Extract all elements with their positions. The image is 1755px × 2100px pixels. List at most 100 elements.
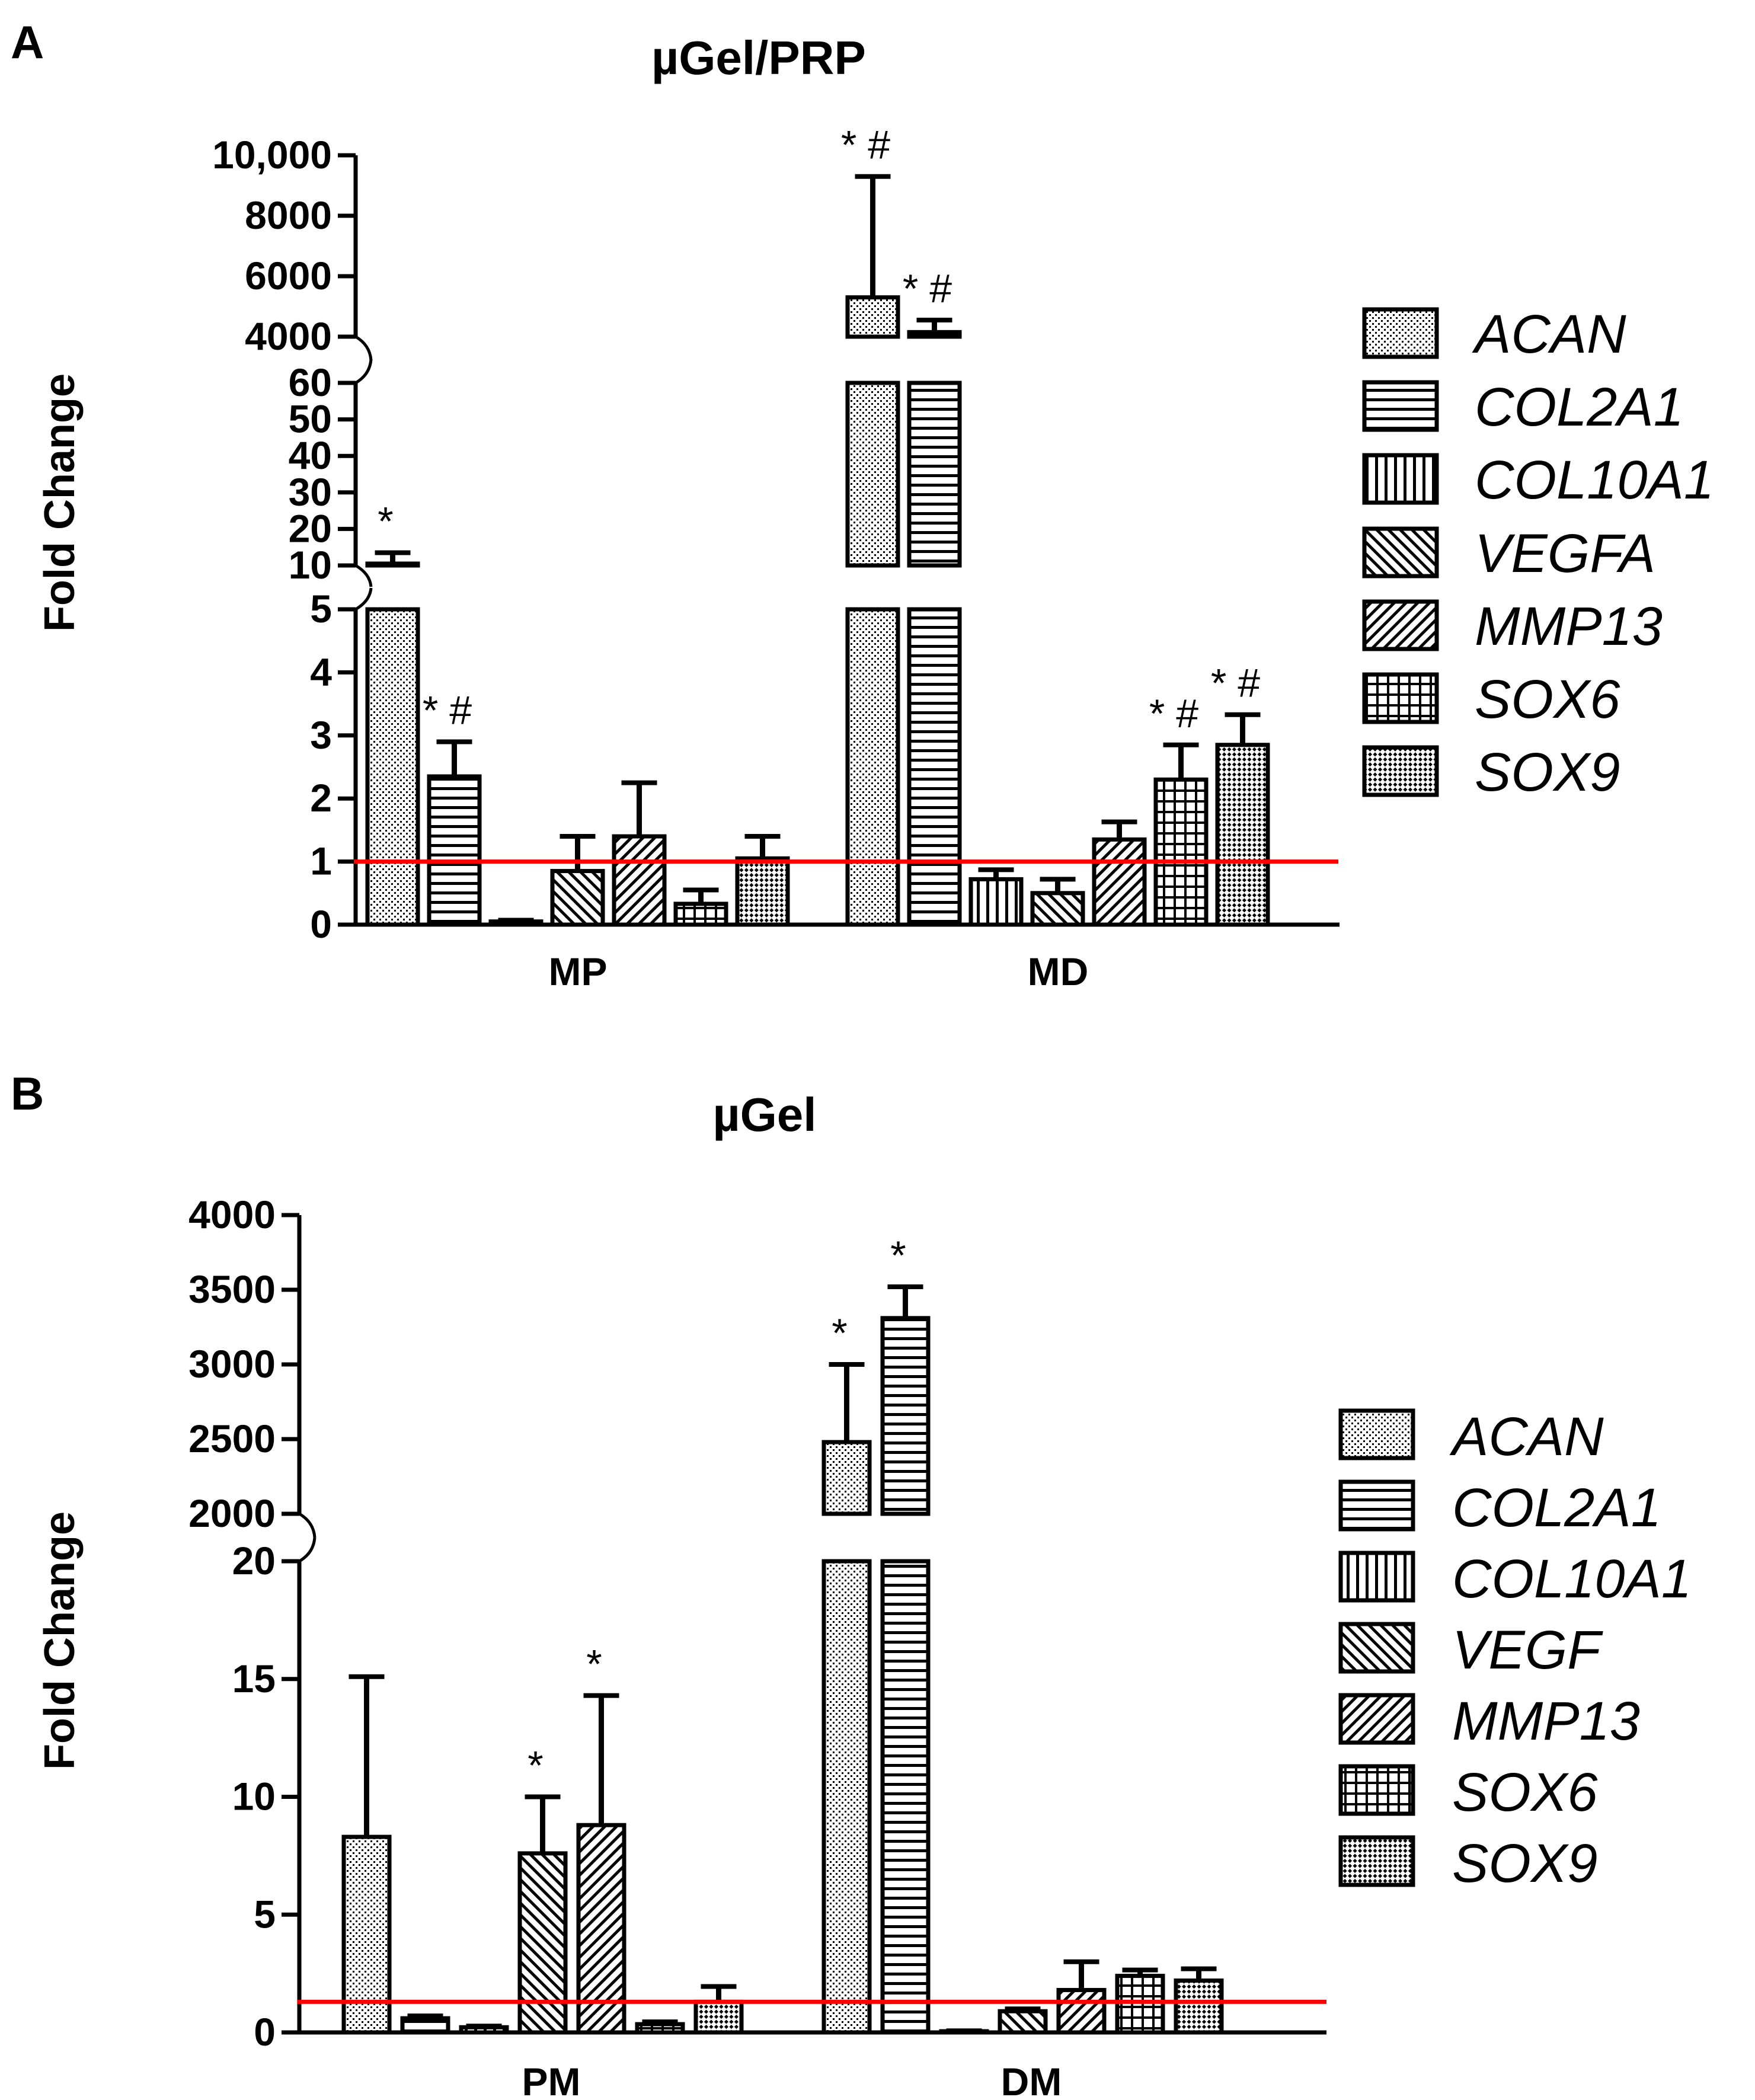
significance-marker: * <box>586 1642 602 1687</box>
significance-marker: * # <box>1149 691 1198 736</box>
legend-swatch-mmp13 <box>1338 1693 1415 1745</box>
y-tick-label: 5 <box>310 587 332 631</box>
bar-col2a1-pm <box>400 2016 450 2035</box>
bar-sox6-dm <box>1115 1974 1165 2035</box>
axis-break-mark <box>354 359 373 385</box>
legend-label: SOX9 <box>1452 1833 1597 1894</box>
y-tick-label: 10 <box>289 543 332 587</box>
legend-swatch-vegf <box>1338 1622 1415 1674</box>
y-tick-label: 3000 <box>188 1342 276 1386</box>
legend-swatch-acan <box>1338 1408 1415 1460</box>
axis-break-mark <box>354 587 373 611</box>
significance-marker: * <box>890 1233 906 1278</box>
y-tick-label: 1 <box>310 839 332 883</box>
bar-acan-dm-segment <box>821 1559 872 2035</box>
y-tick-label: 0 <box>254 2010 276 2054</box>
bar-acan-md-segment <box>845 381 900 568</box>
legend-label: MMP13 <box>1452 1691 1640 1751</box>
bar-sox9-dm <box>1174 1978 1224 2035</box>
legend-swatch-col10a1 <box>1362 453 1439 505</box>
bar-col10a1-md <box>968 877 1024 927</box>
y-tick-label: 10,000 <box>212 133 332 177</box>
panel-letter-b: B <box>11 1067 44 1120</box>
bar-acan-dm-segment <box>821 1440 872 1516</box>
bar-col2a1-md-segment <box>907 607 962 927</box>
legend-swatch-vegfa <box>1362 526 1439 578</box>
bar-acan-md-segment <box>845 295 900 339</box>
significance-marker: * # <box>423 688 472 733</box>
bar-acan-md-segment <box>845 607 900 927</box>
legend-label: COL10A1 <box>1452 1549 1692 1609</box>
bar-mmp13-pm <box>576 1823 626 2035</box>
panel-letter-a: A <box>11 16 44 68</box>
legend-swatch-col10a1 <box>1338 1551 1415 1603</box>
legend-swatch-sox9 <box>1362 745 1439 797</box>
significance-marker: * # <box>1211 661 1260 706</box>
axis-break-mark <box>354 335 373 361</box>
group-label-md: MD <box>1028 950 1089 993</box>
legend-swatch-sox9 <box>1338 1835 1415 1887</box>
legend-label: MMP13 <box>1475 596 1663 657</box>
bar-col2a1-mp <box>427 774 482 927</box>
axis-break-mark <box>298 1537 317 1563</box>
legend-label: ACAN <box>1449 1407 1604 1467</box>
bar-mmp13-dm <box>1056 1987 1107 2035</box>
legend-label: ACAN <box>1472 304 1626 365</box>
legend-label: VEGFA <box>1475 523 1655 584</box>
bar-col2a1-md-segment <box>907 330 962 339</box>
bar-mmp13-mp <box>612 834 667 927</box>
panel-a: A µGel/PRP Fold Change 01234510203040506… <box>11 16 1714 993</box>
y-tick-label: 3 <box>310 713 332 757</box>
chart-title: µGel/PRP <box>651 31 866 84</box>
legend-swatch-mmp13 <box>1362 599 1439 651</box>
legend-label: VEGF <box>1452 1620 1603 1680</box>
bar-sox9-pm <box>693 1999 744 2035</box>
y-tick-label: 2000 <box>188 1491 276 1535</box>
legend: ACAN COL2A1 COL10A1 VEGFA MMP13 SOX6 SOX… <box>1362 304 1714 803</box>
bar-sox6-md <box>1153 777 1209 927</box>
group-label-pm: PM <box>522 2060 581 2100</box>
y-tick-label: 50 <box>289 397 332 441</box>
y-axis-label: Fold Change <box>36 1511 84 1770</box>
bar-acan-mp-segment <box>365 561 420 568</box>
bar-acan-mp-segment <box>365 607 420 927</box>
legend-label: SOX9 <box>1475 742 1620 803</box>
group-label-dm: DM <box>1001 2060 1062 2100</box>
chart-title: µGel <box>712 1088 816 1141</box>
y-tick-label: 4 <box>310 650 332 693</box>
axis-break-mark <box>298 1512 317 1538</box>
bar-col2a1-dm-segment <box>880 1316 931 1516</box>
bar-col2a1-dm-segment <box>880 1559 931 2035</box>
legend-label: COL10A1 <box>1475 450 1714 510</box>
bar-vegfa-mp <box>550 869 605 927</box>
axis-break-mark <box>354 564 373 587</box>
legend-swatch-col2a1 <box>1362 380 1439 432</box>
y-tick-label: 4000 <box>245 314 332 358</box>
bar-vegf-dm <box>998 2009 1048 2035</box>
y-tick-label: 30 <box>289 470 332 514</box>
bar-vegfa-md <box>1030 891 1085 927</box>
significance-marker: * <box>528 1743 543 1788</box>
y-tick-label: 4000 <box>188 1193 276 1236</box>
significance-marker: * # <box>903 266 952 311</box>
y-tick-label: 8000 <box>245 193 332 237</box>
bar-sox9-md <box>1215 743 1270 927</box>
legend-label: SOX6 <box>1452 1762 1598 1823</box>
legend-swatch-col2a1 <box>1338 1479 1415 1532</box>
bar-sox6-pm <box>635 2022 685 2035</box>
bar-vegf-pm <box>517 1851 568 2035</box>
y-tick-label: 10 <box>232 1775 276 1818</box>
bar-sox6-mp <box>673 902 728 927</box>
legend-swatch-sox6 <box>1362 672 1439 724</box>
y-tick-label: 5 <box>254 1892 276 1936</box>
y-tick-label: 3500 <box>188 1267 276 1311</box>
y-tick-label: 40 <box>289 433 332 477</box>
y-tick-label: 2 <box>310 776 332 820</box>
significance-marker: * # <box>841 123 890 168</box>
y-tick-label: 60 <box>289 360 332 404</box>
legend-label: COL2A1 <box>1475 377 1684 437</box>
y-tick-label: 0 <box>310 902 332 946</box>
bar-mmp13-md <box>1092 837 1147 927</box>
